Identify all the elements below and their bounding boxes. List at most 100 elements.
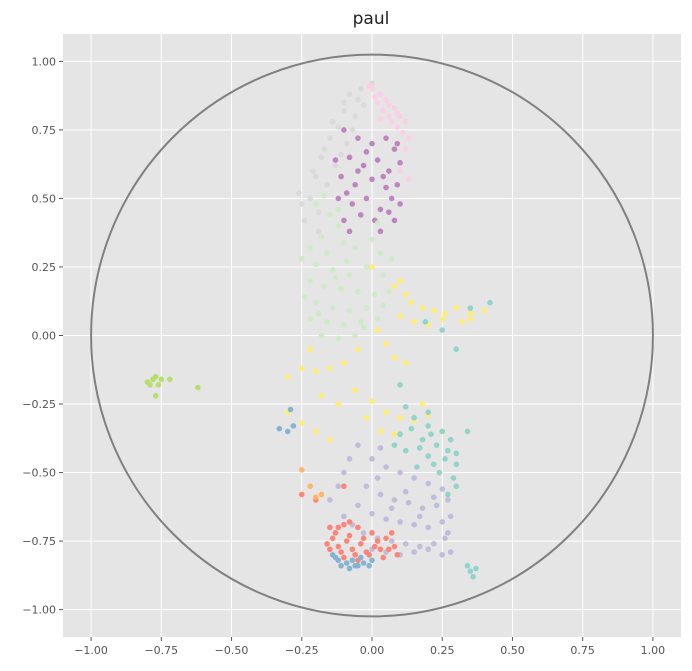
data-point bbox=[349, 127, 356, 133]
data-point bbox=[369, 264, 375, 270]
data-point bbox=[425, 453, 431, 459]
data-point bbox=[408, 299, 415, 306]
data-point bbox=[324, 181, 330, 188]
data-point bbox=[332, 554, 339, 561]
data-point bbox=[383, 135, 389, 141]
data-point bbox=[349, 201, 356, 207]
data-point bbox=[405, 176, 412, 183]
data-point bbox=[321, 146, 328, 152]
data-point bbox=[341, 217, 347, 224]
x-axis: −1.00 −0.75 −0.50 −0.25 0.00 0.25 0.50 0.75 1.00 bbox=[74, 637, 665, 657]
y-tick-label: 1.00 bbox=[32, 55, 57, 68]
data-point bbox=[313, 368, 319, 374]
data-point bbox=[329, 118, 336, 125]
data-point bbox=[442, 535, 448, 542]
data-point bbox=[391, 543, 398, 550]
data-point bbox=[374, 316, 381, 322]
series-0 bbox=[296, 80, 375, 235]
data-point bbox=[447, 436, 454, 443]
data-point bbox=[335, 206, 342, 213]
data-point bbox=[363, 305, 370, 311]
data-point bbox=[374, 475, 381, 481]
x-tick-label: 0.25 bbox=[430, 644, 455, 657]
data-point bbox=[402, 403, 409, 410]
data-point bbox=[352, 244, 358, 251]
data-point bbox=[318, 234, 325, 240]
data-point bbox=[453, 483, 460, 490]
data-point bbox=[341, 513, 347, 520]
data-point bbox=[360, 102, 367, 109]
data-point bbox=[419, 436, 426, 443]
unit-circle bbox=[90, 53, 654, 618]
data-point bbox=[377, 250, 384, 257]
data-point bbox=[405, 135, 412, 141]
data-point bbox=[360, 324, 367, 331]
data-point bbox=[324, 250, 330, 257]
data-point bbox=[391, 497, 398, 503]
data-point bbox=[346, 154, 353, 161]
data-point bbox=[313, 173, 319, 180]
data-point bbox=[473, 565, 479, 572]
data-point bbox=[341, 554, 347, 561]
data-point bbox=[152, 373, 159, 380]
data-point bbox=[439, 316, 446, 322]
data-point bbox=[391, 431, 398, 437]
data-point bbox=[346, 308, 353, 314]
data-point bbox=[386, 102, 392, 109]
data-point bbox=[394, 124, 401, 130]
data-point bbox=[301, 294, 308, 300]
data-point bbox=[318, 154, 325, 161]
data-point bbox=[346, 456, 353, 462]
data-point bbox=[386, 288, 392, 295]
data-point bbox=[414, 464, 420, 470]
data-point bbox=[360, 560, 367, 566]
data-point bbox=[402, 447, 409, 454]
data-point bbox=[377, 228, 384, 235]
y-tick-label: −1.00 bbox=[22, 604, 56, 617]
data-point bbox=[397, 414, 403, 421]
data-point bbox=[388, 118, 395, 125]
data-point bbox=[346, 272, 353, 279]
data-point bbox=[425, 524, 431, 531]
data-point bbox=[332, 162, 339, 169]
data-point bbox=[431, 308, 437, 314]
data-point bbox=[341, 99, 347, 106]
data-point bbox=[439, 519, 446, 525]
data-point bbox=[355, 288, 361, 295]
data-point bbox=[360, 162, 367, 169]
data-point bbox=[327, 135, 333, 141]
data-point bbox=[397, 313, 403, 320]
data-point bbox=[470, 573, 476, 580]
data-points bbox=[144, 80, 493, 580]
data-point bbox=[464, 428, 471, 435]
x-tick-label: 0.50 bbox=[500, 644, 525, 657]
data-point bbox=[355, 96, 361, 103]
data-point bbox=[397, 201, 403, 207]
data-point bbox=[147, 382, 153, 388]
data-point bbox=[369, 510, 375, 517]
data-point bbox=[391, 442, 398, 448]
data-point bbox=[357, 318, 364, 325]
data-point bbox=[481, 308, 488, 314]
data-point bbox=[349, 557, 356, 564]
data-point bbox=[402, 488, 409, 495]
data-point bbox=[332, 275, 339, 281]
data-point bbox=[439, 486, 446, 492]
data-point bbox=[363, 549, 370, 555]
data-point bbox=[447, 549, 454, 555]
data-point bbox=[425, 546, 431, 553]
data-point bbox=[433, 442, 440, 448]
data-point bbox=[377, 491, 384, 498]
data-point bbox=[313, 428, 319, 435]
data-point bbox=[391, 146, 398, 152]
data-point bbox=[355, 502, 361, 509]
data-point bbox=[327, 497, 333, 503]
data-point bbox=[307, 277, 314, 284]
data-point bbox=[386, 209, 392, 215]
data-point bbox=[425, 423, 431, 429]
data-point bbox=[363, 483, 370, 490]
data-point bbox=[363, 264, 370, 270]
data-point bbox=[411, 475, 417, 481]
data-point bbox=[464, 562, 471, 569]
